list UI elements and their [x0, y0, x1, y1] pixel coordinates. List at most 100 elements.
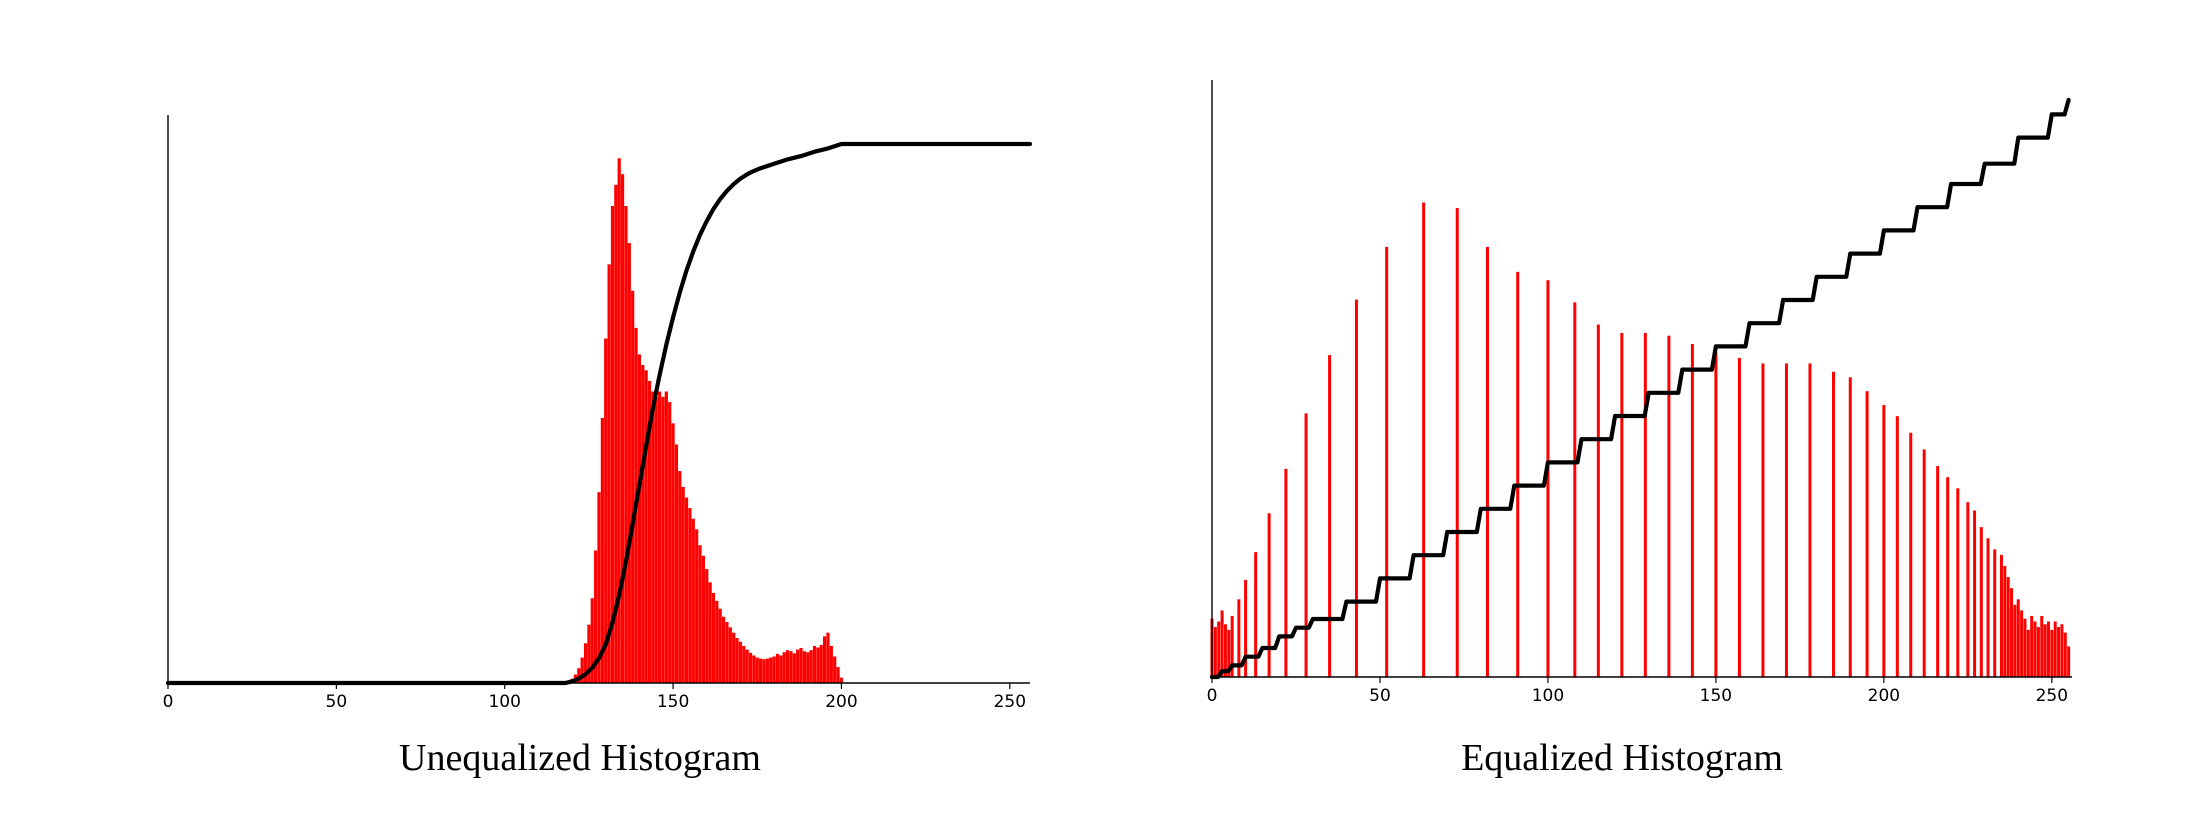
histogram-bar: [1737, 357, 1741, 678]
histogram-bar: [691, 518, 695, 683]
histogram-bar: [2067, 646, 2071, 677]
histogram-bar: [1946, 477, 1950, 677]
histogram-bar: [671, 423, 675, 683]
x-tick-label: 150: [657, 692, 689, 712]
histogram-bar: [1956, 488, 1960, 677]
histogram-bar: [728, 627, 732, 683]
histogram-bar: [1227, 629, 1231, 678]
histogram-bar: [678, 471, 682, 683]
histogram-bar: [627, 243, 631, 683]
histogram-bar: [617, 158, 621, 684]
histogram-bar: [587, 624, 591, 683]
histogram-bar: [1667, 335, 1671, 677]
histogram-bar: [607, 264, 611, 683]
histogram-bar: [1973, 510, 1977, 677]
histogram-bar: [661, 396, 665, 683]
histogram-bar: [755, 657, 759, 683]
histogram-bar: [1516, 271, 1520, 677]
histogram-bar: [1385, 246, 1389, 678]
histogram-bar: [1979, 527, 1983, 677]
histogram-bar: [725, 622, 729, 683]
histogram-bar: [1999, 554, 2003, 677]
histogram-bar: [745, 649, 749, 683]
histogram-bar: [1784, 363, 1788, 677]
histogram-bar: [1254, 552, 1258, 678]
histogram-bar: [2036, 627, 2040, 677]
histogram-bar: [779, 655, 783, 683]
histogram-bar: [772, 656, 776, 683]
histogram-bar: [1831, 371, 1835, 677]
histogram-bar: [1354, 299, 1358, 677]
histogram-bar: [833, 656, 837, 683]
x-tick-label: 150: [1700, 686, 1732, 706]
histogram-bar: [701, 555, 705, 683]
histogram-bar: [698, 545, 702, 683]
histogram-bar: [2023, 618, 2027, 677]
histogram-bar: [641, 365, 645, 683]
histogram-bar: [1213, 627, 1217, 677]
equalized-histogram-title: Equalized Histogram: [1461, 737, 1783, 779]
histogram-bar: [624, 206, 628, 683]
histogram-bar: [806, 652, 810, 683]
histogram-bar: [1223, 624, 1227, 677]
histogram-bar: [1220, 610, 1224, 677]
histogram-bar: [1922, 449, 1926, 677]
histogram-bar: [664, 391, 668, 683]
histogram-bar: [711, 592, 716, 683]
histogram-bar: [604, 338, 608, 683]
histogram-bar: [577, 668, 581, 683]
histogram-bar: [2063, 632, 2067, 677]
histogram-bar: [721, 616, 726, 683]
histogram-bar: [1936, 466, 1940, 677]
x-tick-label: 250: [2036, 686, 2068, 706]
histogram-bar: [1217, 621, 1221, 677]
unequalized-histogram-panel: 0 50 100 150 200 250 Unequalized Histogram: [163, 115, 1033, 779]
histogram-bar: [674, 444, 679, 683]
histogram-bar: [1485, 246, 1489, 678]
histogram-bar: [1761, 363, 1765, 677]
histogram-bar: [2046, 621, 2050, 677]
histogram-bar: [1882, 405, 1886, 677]
histogram-bar: [748, 652, 753, 683]
histogram-bar: [708, 582, 712, 683]
x-tick-label: 100: [1532, 686, 1564, 706]
histogram-bar: [1986, 538, 1990, 677]
histogram-bar: [802, 651, 806, 683]
histogram-bar: [600, 418, 604, 683]
histogram-bar: [610, 206, 615, 683]
histogram-bar: [695, 529, 699, 683]
histogram-bar: [1690, 344, 1694, 677]
histogram-bar: [769, 657, 773, 683]
histogram-bar: [2010, 588, 2014, 677]
unequalized-cumulative-line: [165, 141, 1033, 686]
histogram-bar: [789, 651, 793, 683]
histogram-bar: [2020, 610, 2024, 677]
histogram-bar: [2050, 629, 2054, 678]
histogram-bar: [1304, 413, 1308, 678]
histogram-bar: [759, 658, 763, 683]
histogram-bar: [2030, 615, 2034, 677]
histogram-bar: [765, 658, 769, 683]
histogram-bar: [782, 652, 786, 683]
x-tick-label: 200: [1868, 686, 1900, 706]
histogram-bar: [631, 290, 635, 683]
histogram-bar: [580, 657, 584, 683]
histogram-bar: [2016, 599, 2020, 677]
histogram-bar: [1244, 579, 1248, 678]
histogram-bar: [681, 486, 685, 683]
histogram-bar: [809, 650, 813, 683]
histogram-bar: [823, 636, 827, 683]
histogram-bar: [1573, 302, 1577, 678]
histogram-bar: [819, 644, 823, 683]
x-tick-label: 250: [994, 692, 1026, 712]
histogram-bar: [1966, 502, 1970, 677]
histogram-bar: [1546, 280, 1550, 677]
histogram-bar: [826, 632, 830, 683]
histogram-bar: [2053, 621, 2057, 677]
histogram-bar: [688, 508, 692, 683]
histogram-bar: [1328, 355, 1332, 677]
histogram-bar: [1865, 391, 1869, 677]
histogram-bar: [1237, 599, 1241, 677]
histogram-bar: [705, 569, 709, 683]
histogram-bar: [738, 641, 743, 683]
